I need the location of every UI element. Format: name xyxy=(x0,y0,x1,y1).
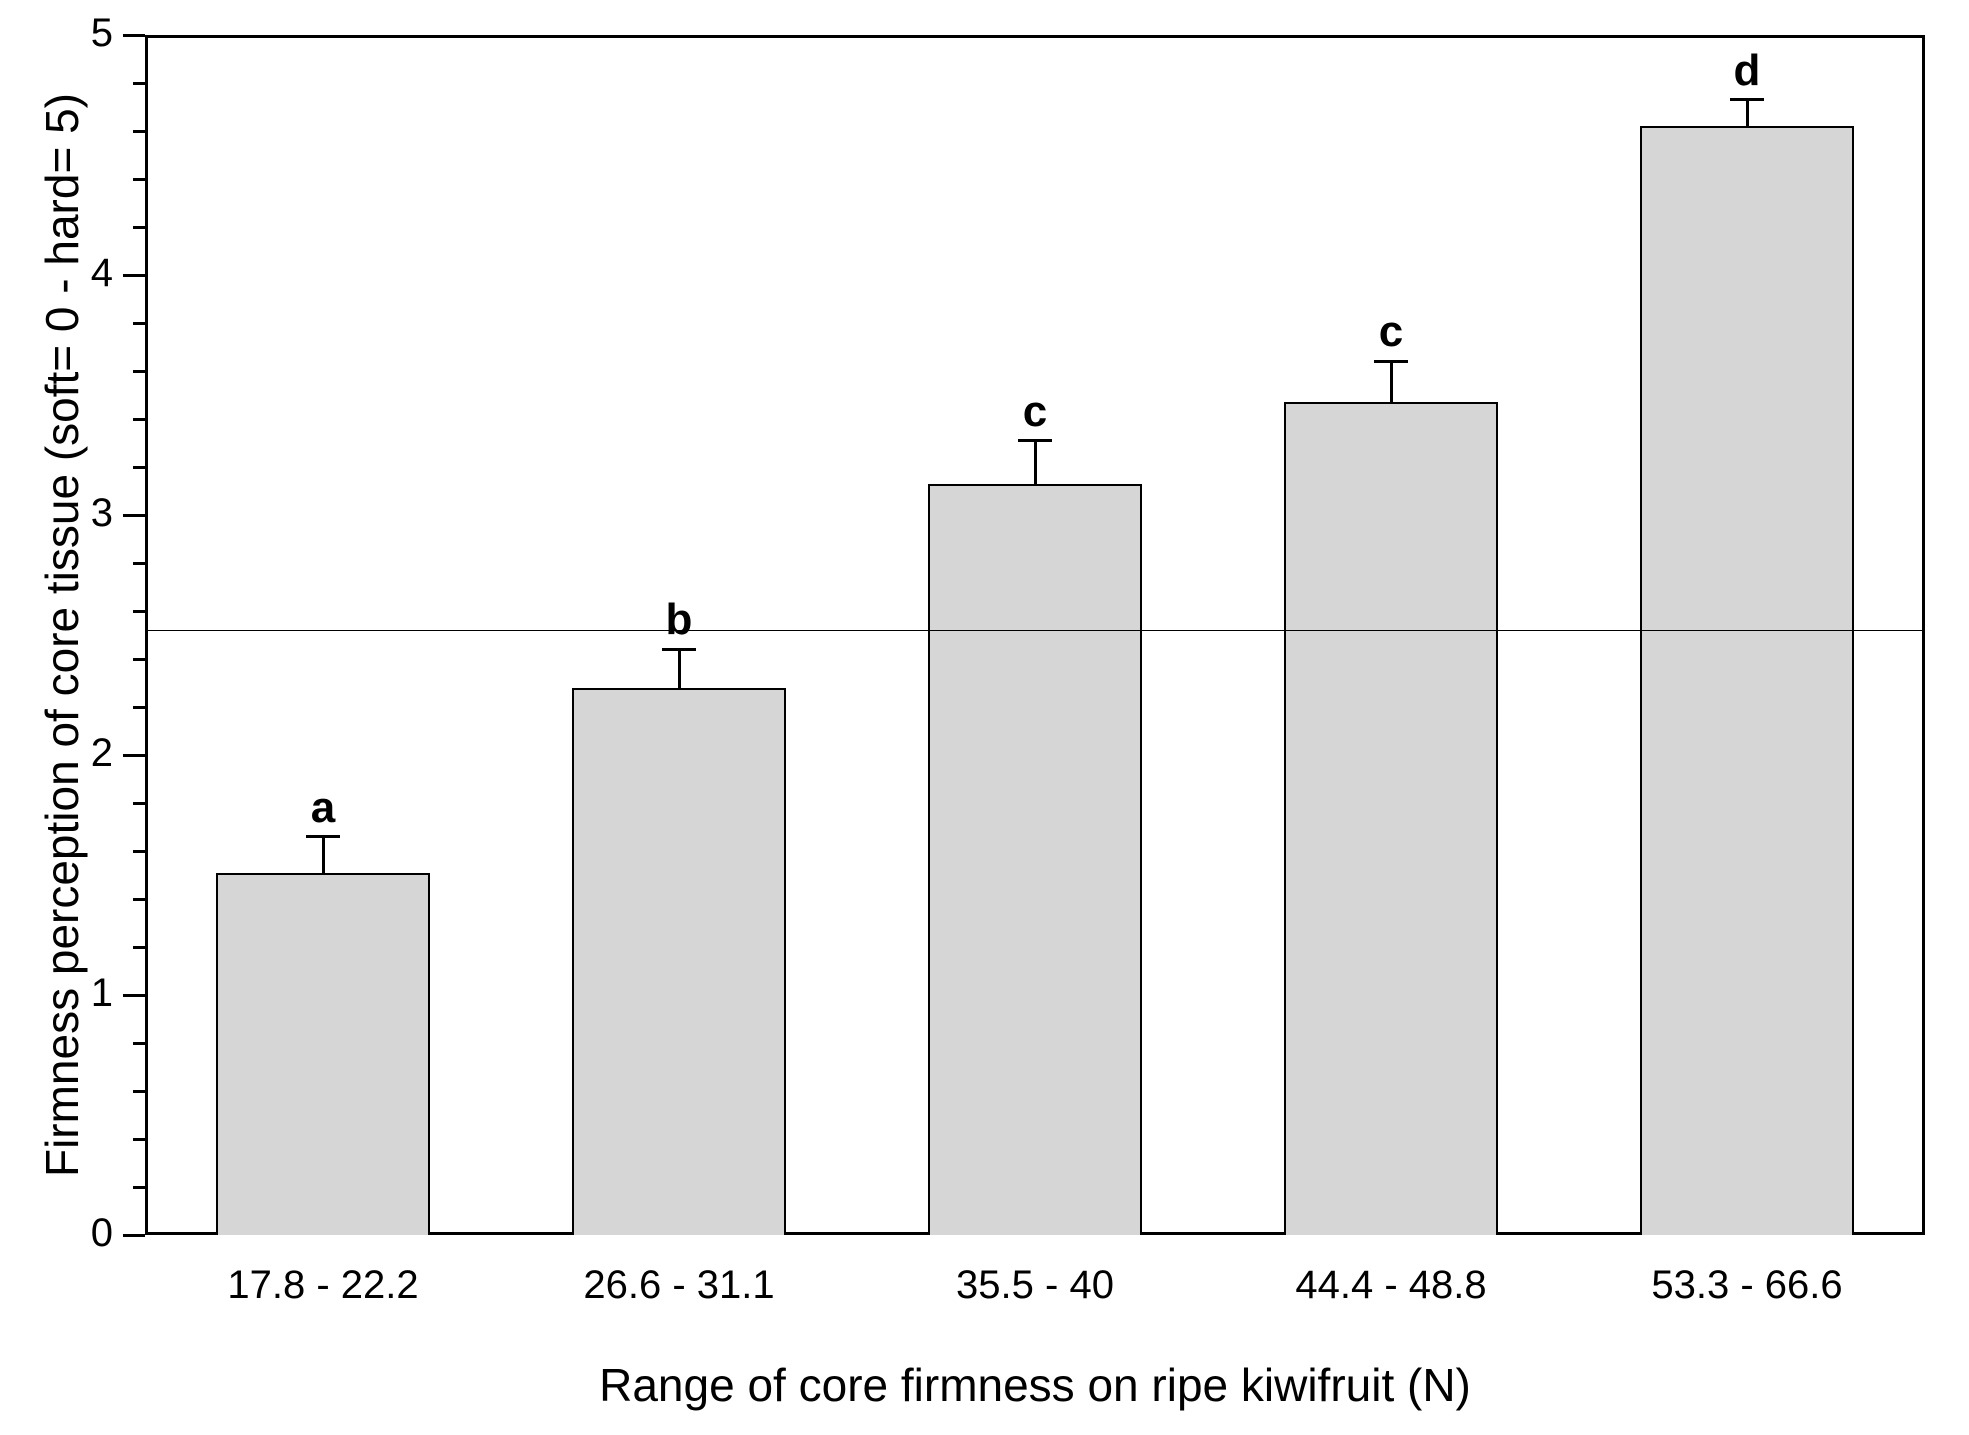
plot-border-top xyxy=(145,35,1925,38)
y-tick-minor xyxy=(133,130,145,133)
y-tick-minor xyxy=(133,610,145,613)
y-tick-minor xyxy=(133,322,145,325)
y-tick-major xyxy=(123,1234,145,1237)
y-tick-minor xyxy=(133,226,145,229)
bar xyxy=(216,873,430,1235)
bar-annotation: d xyxy=(1734,46,1761,96)
y-tick-minor xyxy=(133,82,145,85)
bar-chart: Firmness perception of core tissue (soft… xyxy=(0,0,1969,1435)
bar-annotation: b xyxy=(666,595,693,645)
y-tick-label: 0 xyxy=(91,1211,113,1256)
y-tick-minor xyxy=(133,706,145,709)
x-tick-label: 35.5 - 40 xyxy=(956,1263,1114,1308)
bar xyxy=(1284,402,1498,1235)
error-cap xyxy=(1374,360,1408,363)
bar-annotation: a xyxy=(311,783,335,833)
bar xyxy=(928,484,1142,1235)
x-tick-label: 53.3 - 66.6 xyxy=(1651,1263,1842,1308)
y-tick-minor xyxy=(133,802,145,805)
y-tick-label: 3 xyxy=(91,491,113,536)
y-tick-minor xyxy=(133,850,145,853)
x-tick-label: 17.8 - 22.2 xyxy=(227,1263,418,1308)
y-tick-minor xyxy=(133,562,145,565)
bar-annotation: c xyxy=(1023,387,1047,437)
y-tick-minor xyxy=(133,1042,145,1045)
y-tick-minor xyxy=(133,370,145,373)
x-axis-title: Range of core firmness on ripe kiwifruit… xyxy=(599,1358,1471,1412)
y-tick-minor xyxy=(133,946,145,949)
error-cap xyxy=(662,648,696,651)
y-tick-major xyxy=(123,34,145,37)
error-bar xyxy=(1390,361,1393,402)
error-cap xyxy=(1018,439,1052,442)
y-tick-minor xyxy=(133,466,145,469)
y-tick-minor xyxy=(133,1186,145,1189)
reference-line xyxy=(148,630,1922,631)
y-tick-minor xyxy=(133,1090,145,1093)
error-bar xyxy=(678,649,681,687)
y-tick-label: 4 xyxy=(91,251,113,296)
y-tick-major xyxy=(123,994,145,997)
bar xyxy=(1640,126,1854,1235)
plot-border-left xyxy=(145,35,148,1235)
y-axis-title: Firmness perception of core tissue (soft… xyxy=(35,35,89,1235)
plot-border-right xyxy=(1922,35,1925,1235)
error-bar xyxy=(322,837,325,873)
y-tick-label: 2 xyxy=(91,731,113,776)
y-tick-label: 5 xyxy=(91,11,113,56)
bar-annotation: c xyxy=(1379,307,1403,357)
y-tick-label: 1 xyxy=(91,971,113,1016)
y-tick-major xyxy=(123,514,145,517)
error-cap xyxy=(306,835,340,838)
error-bar xyxy=(1746,100,1749,126)
y-tick-major xyxy=(123,754,145,757)
y-tick-major xyxy=(123,274,145,277)
y-tick-minor xyxy=(133,658,145,661)
bar xyxy=(572,688,786,1235)
error-cap xyxy=(1730,98,1764,101)
x-tick-label: 26.6 - 31.1 xyxy=(583,1263,774,1308)
error-bar xyxy=(1034,441,1037,484)
y-tick-minor xyxy=(133,178,145,181)
y-tick-minor xyxy=(133,418,145,421)
y-tick-minor xyxy=(133,898,145,901)
y-tick-minor xyxy=(133,1138,145,1141)
x-tick-label: 44.4 - 48.8 xyxy=(1295,1263,1486,1308)
